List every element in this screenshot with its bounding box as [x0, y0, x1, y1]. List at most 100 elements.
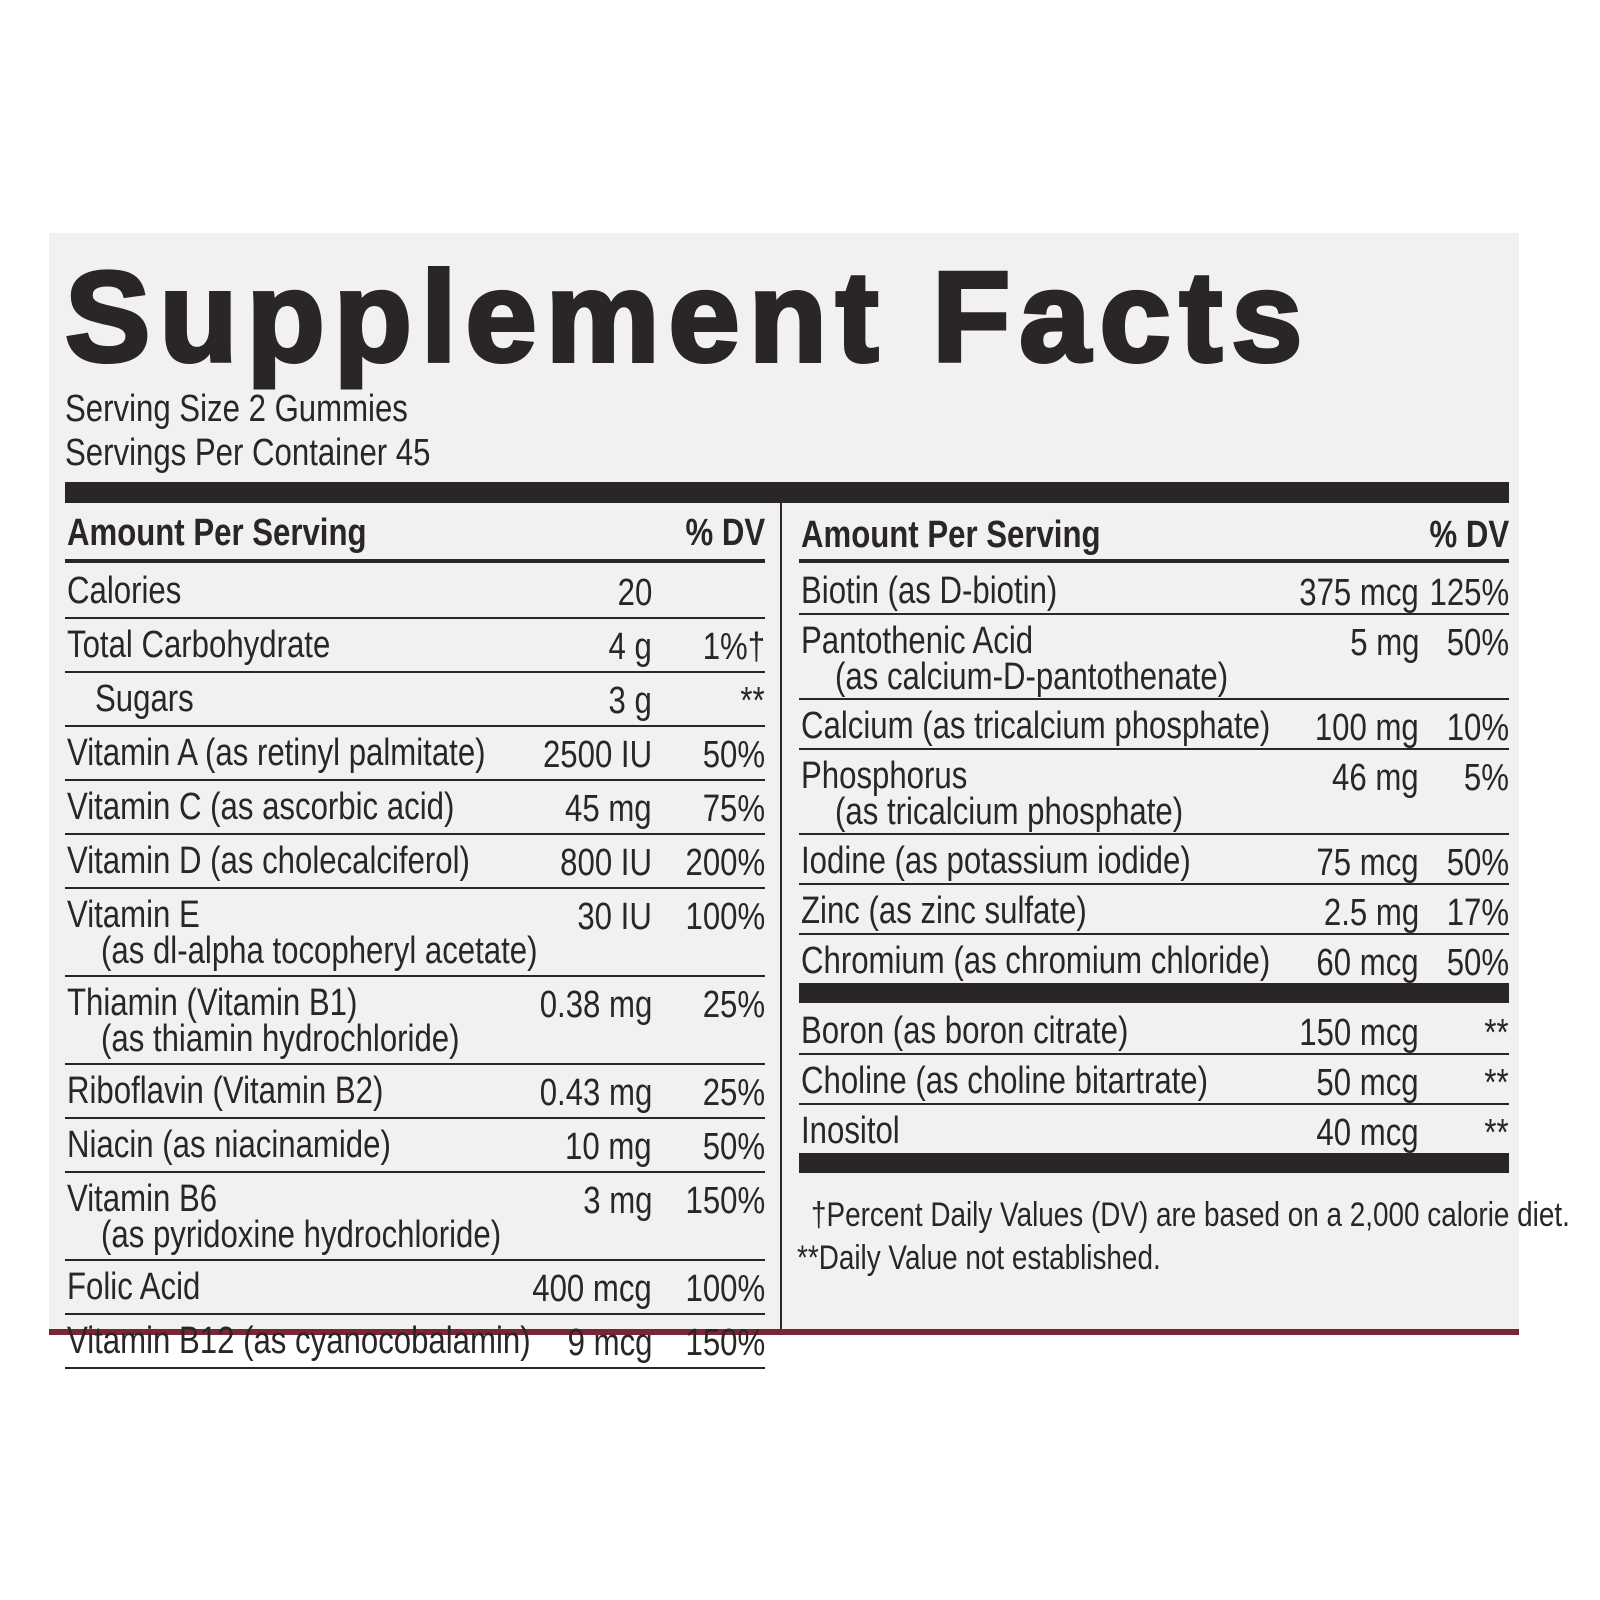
nutrient-source: (as calcium-D-pantothenate) — [835, 656, 1229, 698]
row-rule — [65, 1063, 765, 1065]
nutrient-amount: 150 mcg — [1299, 1012, 1419, 1054]
nutrient-name: Calcium (as tricalcium phosphate) — [801, 705, 1271, 747]
nutrient-amount: 2500 IU — [542, 734, 652, 776]
row-rule — [65, 975, 765, 977]
thick-rule — [65, 482, 1509, 503]
nutrient-dv: 125% — [1429, 572, 1509, 614]
row-rule — [65, 1367, 765, 1369]
nutrient-name: Chromium (as chromium chloride) — [801, 940, 1271, 982]
nutrient-amount: 3 g — [608, 680, 652, 722]
nutrient-name: Vitamin D (as cholecalciferol) — [67, 840, 470, 882]
nutrient-dv: 50% — [702, 1126, 765, 1168]
nutrient-dv: ** — [1484, 1062, 1509, 1104]
row-rule — [799, 883, 1509, 885]
row-rule — [799, 748, 1509, 750]
nutrient-dv: 50% — [1446, 842, 1509, 884]
nutrient-dv: 200% — [685, 842, 765, 884]
nutrient-dv: 50% — [702, 734, 765, 776]
nutrient-amount: 100 mg — [1315, 707, 1419, 749]
left-header-dv: % DV — [685, 512, 765, 554]
nutrient-dv: 50% — [1446, 622, 1509, 664]
nutrient-dv: ** — [1484, 1012, 1509, 1054]
column-divider — [780, 503, 782, 1335]
right-header-dv: % DV — [1429, 514, 1509, 556]
nutrient-amount: 10 mg — [565, 1126, 652, 1168]
footnote: **Daily Value not established. — [797, 1239, 1161, 1277]
nutrient-amount: 20 — [617, 572, 652, 614]
nutrient-name: Total Carbohydrate — [67, 624, 331, 666]
nutrient-amount: 50 mcg — [1316, 1062, 1419, 1104]
row-rule — [65, 887, 765, 889]
nutrient-source: (as pyridoxine hydrochloride) — [101, 1214, 502, 1256]
nutrient-amount: 75 mcg — [1316, 842, 1419, 884]
servings-per-container: Servings Per Container 45 — [65, 432, 431, 474]
nutrient-dv: 100% — [685, 1268, 765, 1310]
row-rule — [799, 613, 1509, 615]
nutrient-source: (as thiamin hydrochloride) — [101, 1018, 460, 1060]
nutrient-amount: 0.43 mg — [539, 1072, 652, 1114]
nutrient-name: Folic Acid — [67, 1266, 201, 1308]
row-rule — [799, 1053, 1509, 1055]
footnote: †Percent Daily Values (DV) are based on … — [811, 1196, 1570, 1234]
row-rule — [65, 1171, 765, 1173]
nutrient-dv: 150% — [685, 1180, 765, 1222]
row-rule — [65, 1117, 765, 1119]
nutrient-amount: 375 mcg — [1299, 572, 1419, 614]
serving-size: Serving Size 2 Gummies — [65, 388, 408, 430]
nutrient-amount: 40 mcg — [1316, 1112, 1419, 1154]
row-rule — [65, 779, 765, 781]
nutrient-amount: 9 mcg — [567, 1322, 652, 1364]
thick-rule — [799, 985, 1509, 1003]
nutrient-source: (as dl-alpha tocopheryl acetate) — [101, 930, 538, 972]
nutrient-amount: 4 g — [608, 626, 652, 668]
nutrient-name: Pantothenic Acid — [801, 620, 1034, 662]
nutrient-amount: 46 mg — [1332, 757, 1419, 799]
row-rule — [65, 617, 765, 619]
nutrient-name: Phosphorus — [801, 755, 968, 797]
nutrient-dv: 1%† — [702, 626, 765, 668]
nutrient-dv: ** — [740, 680, 765, 722]
row-rule — [65, 1313, 765, 1315]
row-rule — [799, 833, 1509, 835]
nutrient-name: Vitamin B12 (as cyanocobalamin) — [67, 1320, 531, 1362]
nutrient-amount: 400 mcg — [532, 1268, 652, 1310]
right-header-amount: Amount Per Serving — [801, 514, 1101, 556]
nutrient-name: Choline (as choline bitartrate) — [801, 1060, 1209, 1102]
nutrient-source: (as tricalcium phosphate) — [835, 791, 1184, 833]
nutrient-amount: 60 mcg — [1316, 942, 1419, 984]
nutrient-amount: 2.5 mg — [1323, 892, 1419, 934]
nutrient-name: Vitamin A (as retinyl palmitate) — [67, 732, 486, 774]
nutrient-dv: 25% — [702, 984, 765, 1026]
row-rule — [65, 1259, 765, 1261]
nutrient-name: Iodine (as potassium iodide) — [801, 840, 1191, 882]
nutrient-dv: 10% — [1446, 707, 1509, 749]
left-header-amount: Amount Per Serving — [67, 512, 367, 554]
title: Supplement Facts — [63, 244, 1312, 391]
row-rule — [65, 671, 765, 673]
nutrient-name: Zinc (as zinc sulfate) — [801, 890, 1087, 932]
row-rule — [799, 1103, 1509, 1105]
nutrient-dv: 100% — [685, 896, 765, 938]
nutrient-amount: 45 mg — [565, 788, 652, 830]
nutrient-amount: 800 IU — [560, 842, 652, 884]
nutrient-name: Inositol — [801, 1110, 900, 1152]
nutrient-dv: 25% — [702, 1072, 765, 1114]
nutrient-name: Vitamin E — [67, 894, 200, 936]
nutrient-amount: 0.38 mg — [539, 984, 652, 1026]
nutrient-amount: 3 mg — [582, 1180, 652, 1222]
nutrient-dv: 17% — [1446, 892, 1509, 934]
nutrient-amount: 5 mg — [1349, 622, 1419, 664]
nutrient-name: Riboflavin (Vitamin B2) — [67, 1070, 384, 1112]
nutrient-name: Vitamin B6 — [67, 1178, 218, 1220]
nutrient-dv: ** — [1484, 1112, 1509, 1154]
row-rule — [799, 1153, 1509, 1155]
supplement-facts-label: Supplement Facts Serving Size 2 Gummies … — [49, 233, 1570, 1369]
row-rule — [799, 933, 1509, 935]
row-rule — [799, 983, 1509, 985]
nutrient-name: Sugars — [95, 678, 194, 720]
edge-strip — [49, 1329, 1519, 1335]
nutrient-name: Thiamin (Vitamin B1) — [67, 982, 358, 1024]
row-rule — [799, 698, 1509, 700]
row-rule — [65, 725, 765, 727]
nutrient-name: Boron (as boron citrate) — [801, 1010, 1129, 1052]
